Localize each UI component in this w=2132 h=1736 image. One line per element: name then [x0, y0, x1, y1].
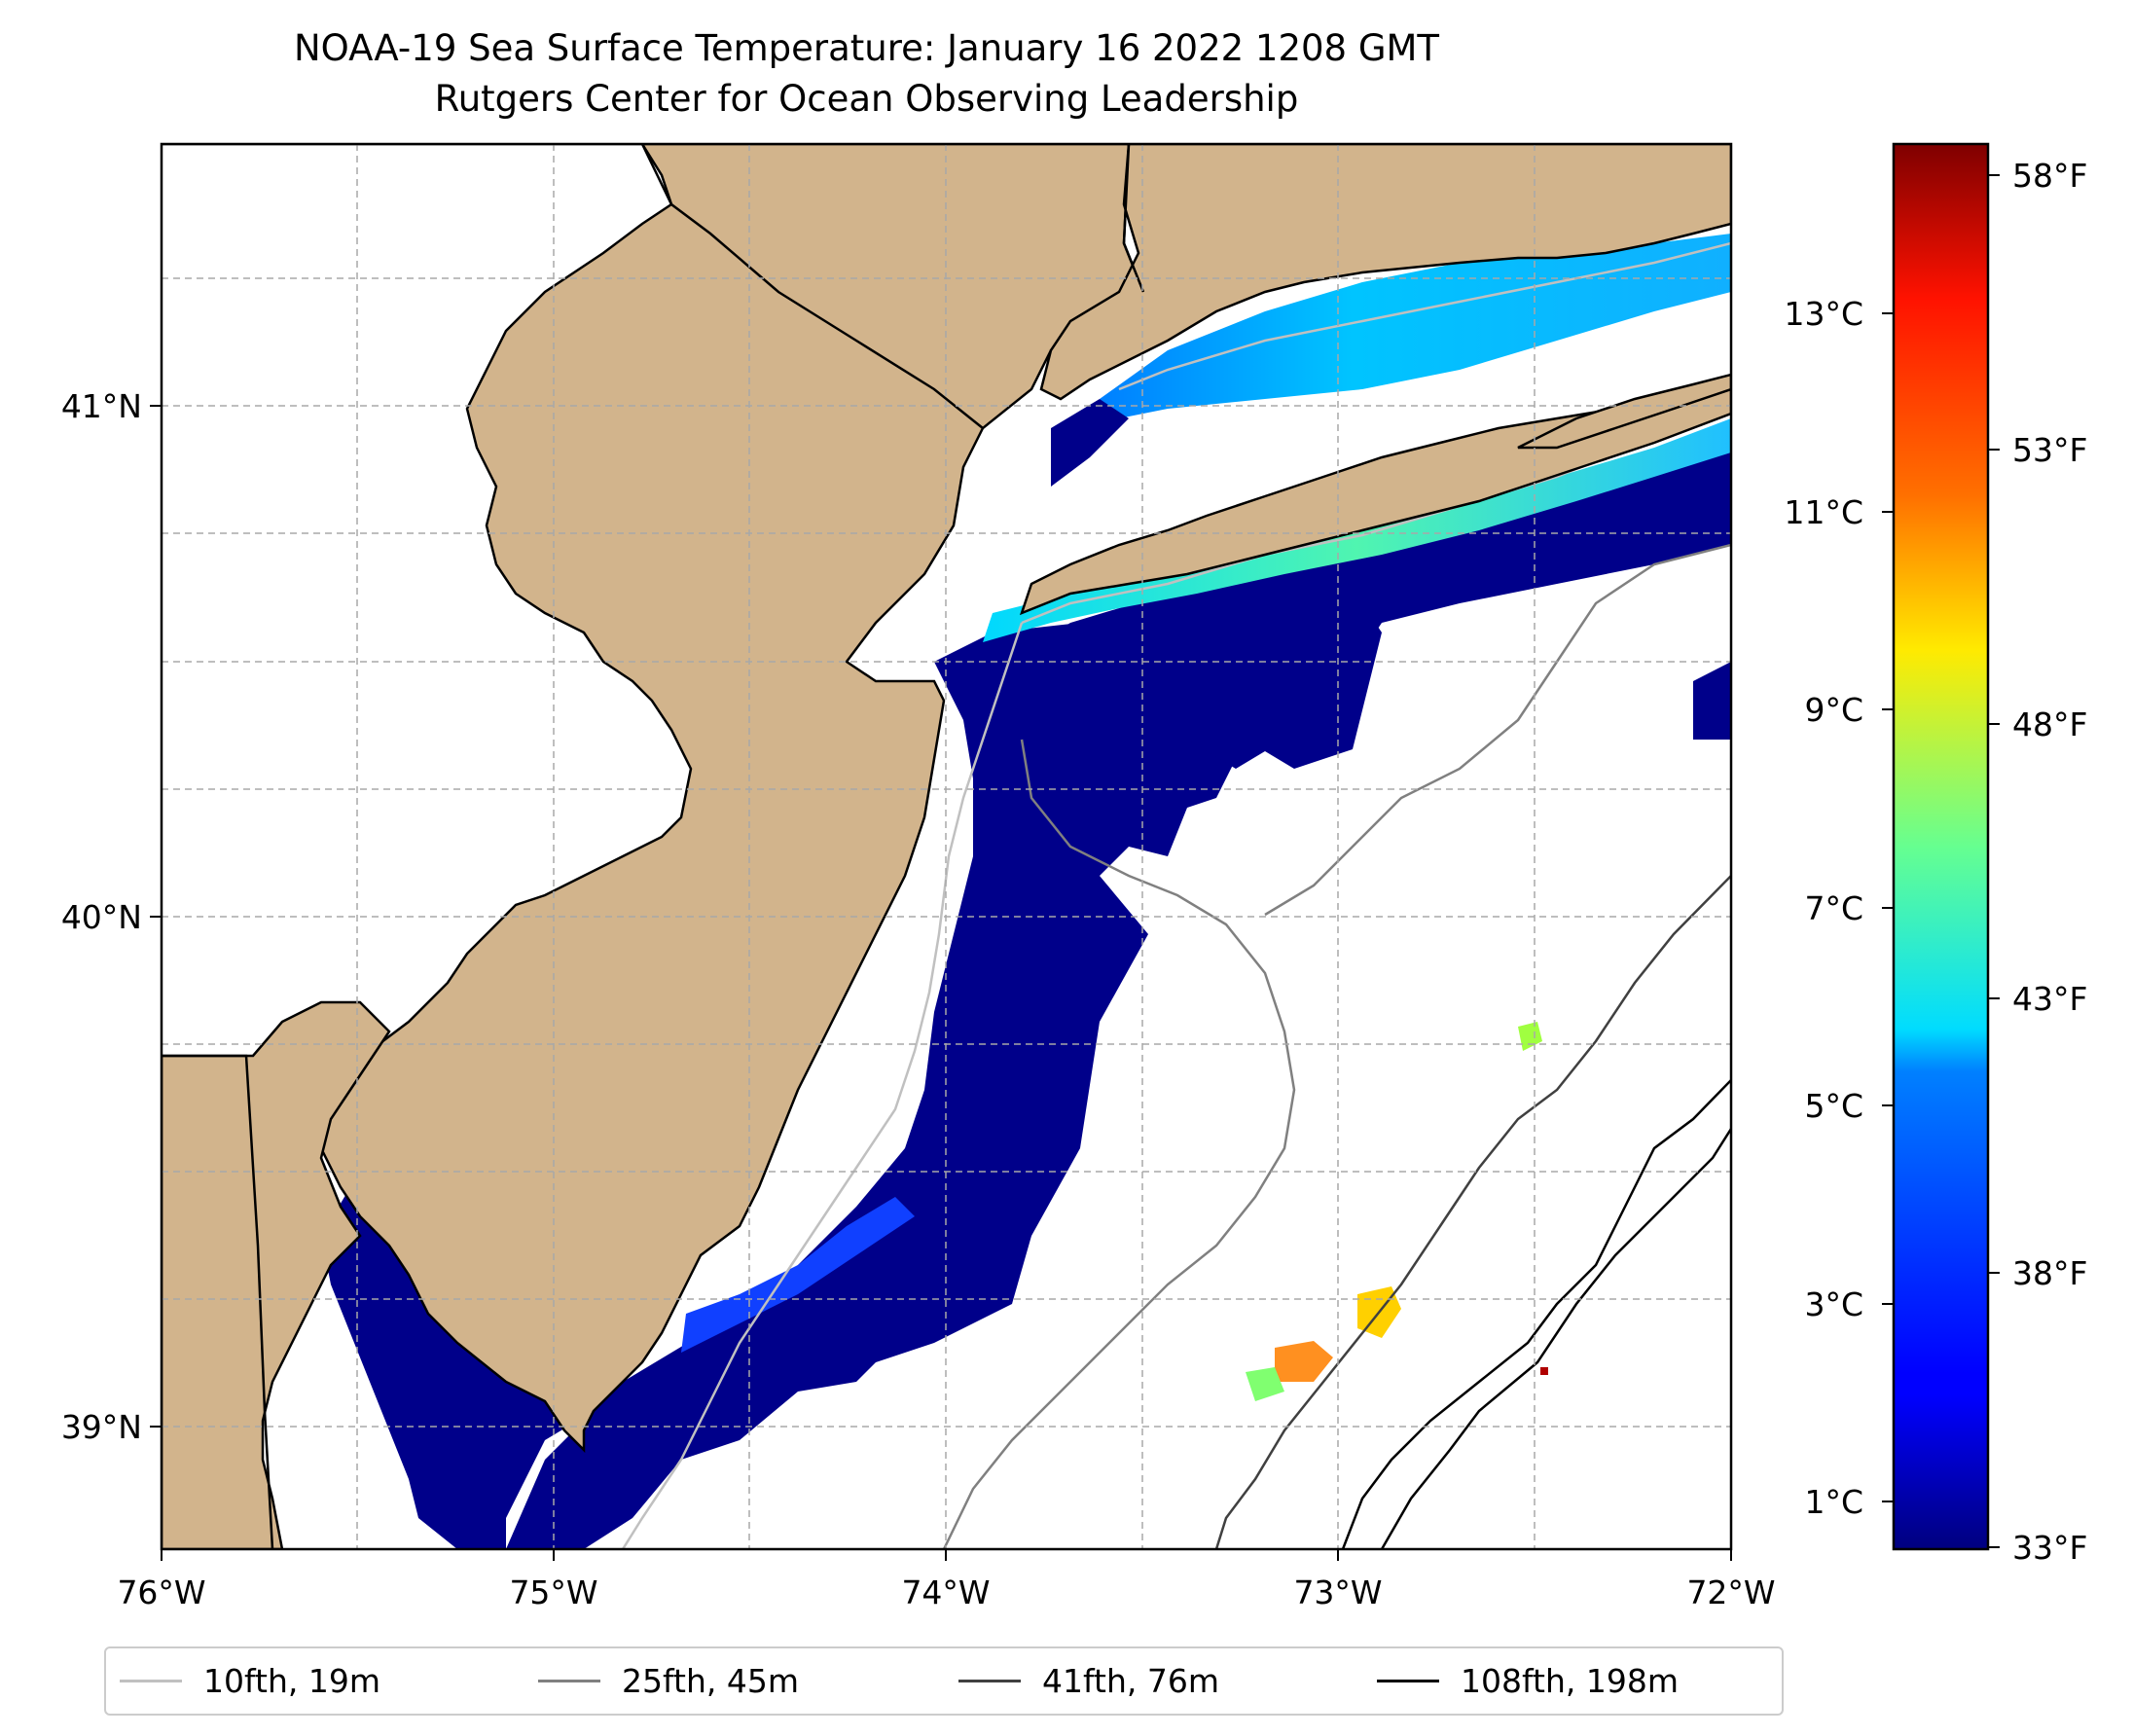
celsius-label: 11°C	[1784, 493, 1863, 531]
celsius-label: 1°C	[1804, 1483, 1863, 1521]
celsius-label: 9°C	[1804, 691, 1863, 729]
celsius-label: 7°C	[1804, 889, 1863, 927]
legend-label: 41fth, 76m	[1042, 1662, 1219, 1700]
fahrenheit-label: 53°F	[2012, 431, 2087, 469]
colorbar-gradient	[1892, 142, 1990, 1551]
border-ny-nj	[640, 144, 984, 429]
legend-swatch	[538, 1680, 600, 1682]
celsius-label: 5°C	[1804, 1087, 1863, 1125]
sst-patch-nearshore-band	[681, 1197, 915, 1353]
legend-item-19m: 10fth, 19m	[120, 1648, 380, 1714]
x-tick-label: 73°W	[1293, 1573, 1382, 1611]
gridlines	[162, 144, 1731, 1549]
sst-patch-green-mid	[1518, 1022, 1542, 1051]
y-axis-labels: 41°N 40°N 39°N	[61, 387, 142, 1446]
x-axis-labels: 76°W 75°W 74°W 73°W 72°W	[117, 1573, 1775, 1611]
contour-198m	[1341, 1079, 1731, 1549]
contour-19m	[621, 622, 1024, 1549]
sst-patch-south-shore	[973, 428, 1731, 769]
map-title: NOAA-19 Sea Surface Temperature: January…	[293, 27, 1440, 69]
legend-label: 108fth, 198m	[1461, 1662, 1679, 1700]
map-subtitle: Rutgers Center for Ocean Observing Leade…	[434, 78, 1299, 120]
x-tick-label: 72°W	[1686, 1573, 1775, 1611]
colorbar: 13°C 11°C 9°C 7°C 5°C 3°C 1°C 58°F 53°F …	[1784, 142, 2087, 1567]
contour-76m	[1214, 875, 1731, 1549]
colorbar-ticks	[1882, 174, 2000, 1548]
legend-swatch	[1377, 1680, 1439, 1682]
contour-198m-b	[1380, 1128, 1731, 1549]
sst-patch-delaware-bay	[321, 1187, 594, 1549]
sst-patch-sound-edge	[1051, 399, 1129, 487]
x-tick-label: 74°W	[901, 1573, 990, 1611]
legend-label: 10fth, 19m	[203, 1662, 380, 1700]
land-new-england	[1039, 144, 1731, 401]
border-ny-ct	[1122, 144, 1145, 293]
x-tick-label: 76°W	[117, 1573, 205, 1611]
fahrenheit-label: 48°F	[2012, 705, 2087, 743]
fahrenheit-label: 33°F	[2012, 1529, 2087, 1567]
legend-swatch	[958, 1680, 1021, 1682]
land-new-jersey-pennsylvania	[162, 144, 1145, 1454]
legend-label: 25fth, 45m	[622, 1662, 799, 1700]
border-de-md	[162, 1054, 274, 1549]
land-north-fork	[1517, 373, 1731, 450]
map-plot-area	[162, 144, 1731, 1549]
contour-19m-b	[1118, 241, 1731, 391]
fahrenheit-label: 38°F	[2012, 1254, 2087, 1292]
contour-legend: 10fth, 19m 25fth, 45m 41fth, 76m 108fth,…	[104, 1646, 1784, 1716]
x-tick-label: 75°W	[509, 1573, 597, 1611]
sst-patch-shelf	[506, 574, 1382, 1549]
legend-swatch	[120, 1680, 182, 1682]
legend-item-198m: 108fth, 198m	[1377, 1648, 1679, 1714]
colorbar-celsius-labels: 13°C 11°C 9°C 7°C 5°C 3°C 1°C	[1784, 295, 1863, 1521]
sst-pixel-hot	[1540, 1367, 1548, 1375]
state-borders	[162, 144, 1145, 1549]
sst-patch-warm-south-1	[1275, 1341, 1333, 1382]
land-layer	[162, 144, 1731, 1549]
axis-ticks	[150, 405, 1732, 1561]
colorbar-fahrenheit-labels: 58°F 53°F 48°F 43°F 38°F 33°F	[2012, 157, 2087, 1567]
y-tick-label: 40°N	[61, 898, 142, 936]
y-tick-label: 39°N	[61, 1408, 142, 1446]
y-tick-label: 41°N	[61, 387, 142, 425]
fahrenheit-label: 43°F	[2012, 980, 2087, 1018]
fahrenheit-label: 58°F	[2012, 157, 2087, 195]
celsius-label: 13°C	[1784, 295, 1863, 333]
contour-45m	[942, 739, 1296, 1549]
sst-patch-warm-coastal	[983, 418, 1731, 642]
legend-item-76m: 41fth, 76m	[958, 1648, 1219, 1714]
legend-item-45m: 25fth, 45m	[538, 1648, 799, 1714]
celsius-label: 3°C	[1804, 1285, 1863, 1323]
sst-patch-offshore-east	[1693, 662, 1731, 740]
sst-patch-green-south	[1246, 1367, 1284, 1401]
